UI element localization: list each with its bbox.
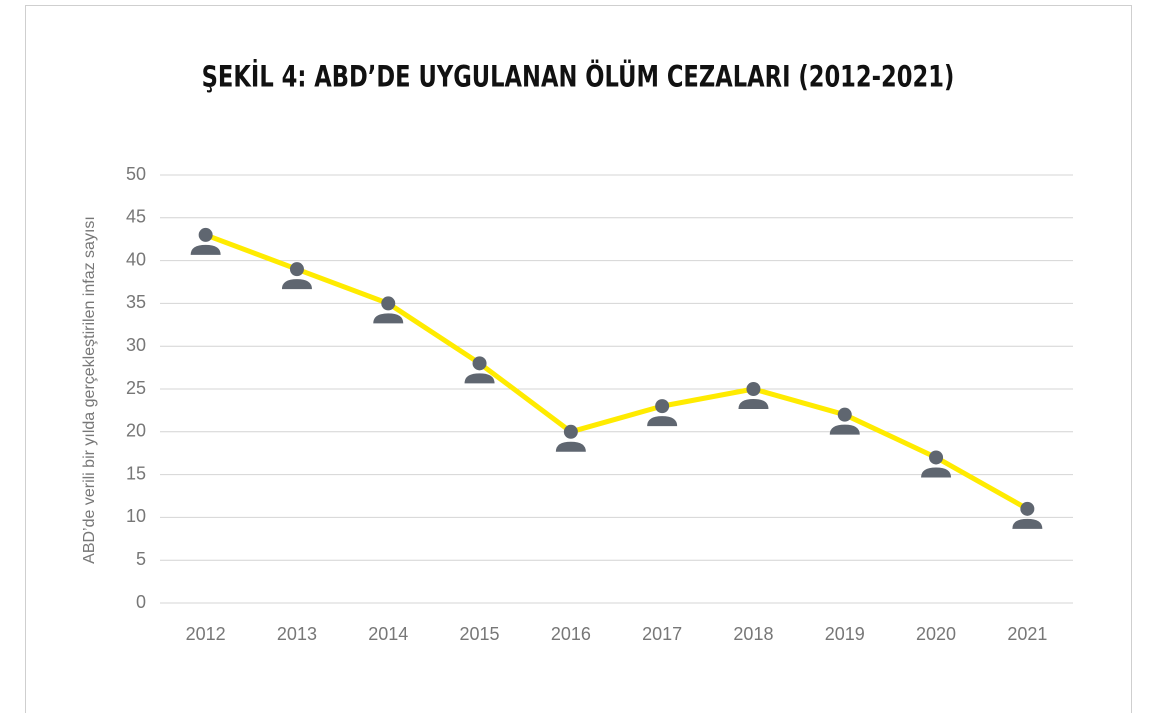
y-tick-label: 30 [126,335,146,355]
marker-body [647,416,678,427]
x-tick-label: 2021 [1007,624,1047,644]
marker-body [281,279,312,290]
marker-body [738,399,769,409]
x-tick-label: 2015 [460,624,500,644]
person-marker [738,382,769,409]
marker-body [921,467,952,478]
person-marker [464,356,495,384]
marker-body [464,373,495,384]
marker-head [472,356,487,371]
y-tick-label: 15 [126,463,146,483]
person-marker [647,399,678,427]
line [204,232,1029,512]
x-tick-label: 2020 [916,624,956,644]
y-tick-label: 50 [126,164,146,184]
person-marker [555,424,586,452]
y-tick-label: 45 [126,207,146,227]
marker-head [289,262,304,277]
y-tick-label: 25 [126,378,146,398]
marker-head [381,296,396,311]
marker-head [563,424,578,439]
y-axis-label: ABD’de verili bir yılda gerçekleştirilen… [81,216,98,564]
x-tick-label: 2012 [186,624,226,644]
x-tick-label: 2013 [277,624,317,644]
person-marker [1012,501,1043,529]
person-marker [921,450,952,478]
marker-body [1012,518,1043,529]
marker-head [655,399,670,414]
marker-body [373,313,404,324]
frame [25,5,1132,713]
y-tick-label: 35 [126,292,146,312]
marker-head [929,450,944,465]
person-marker [373,296,404,324]
person-marker [281,262,312,290]
y-tick-label: 0 [136,592,146,612]
marker-body [555,441,586,452]
person-marker [829,407,860,435]
marker-head [746,382,761,396]
person-marker [190,227,221,255]
x-tick-label: 2017 [642,624,682,644]
x-tick-label: 2014 [368,624,408,644]
marker-body [829,424,860,435]
marker-head [198,227,213,242]
y-tick-label: 40 [126,249,146,269]
y-tick-label: 20 [126,421,146,441]
x-tick-label: 2019 [825,624,865,644]
marker-head [1020,501,1035,516]
x-tick-label: 2016 [551,624,591,644]
chart-title: ŞEKİL 4: ABD’DE UYGULANAN ÖLÜM CEZALARI … [202,57,955,94]
marker-body [190,244,221,255]
y-tick-label: 5 [136,549,146,569]
y-tick-label: 10 [126,506,146,526]
marker-head [837,407,852,422]
x-tick-label: 2018 [733,624,773,644]
